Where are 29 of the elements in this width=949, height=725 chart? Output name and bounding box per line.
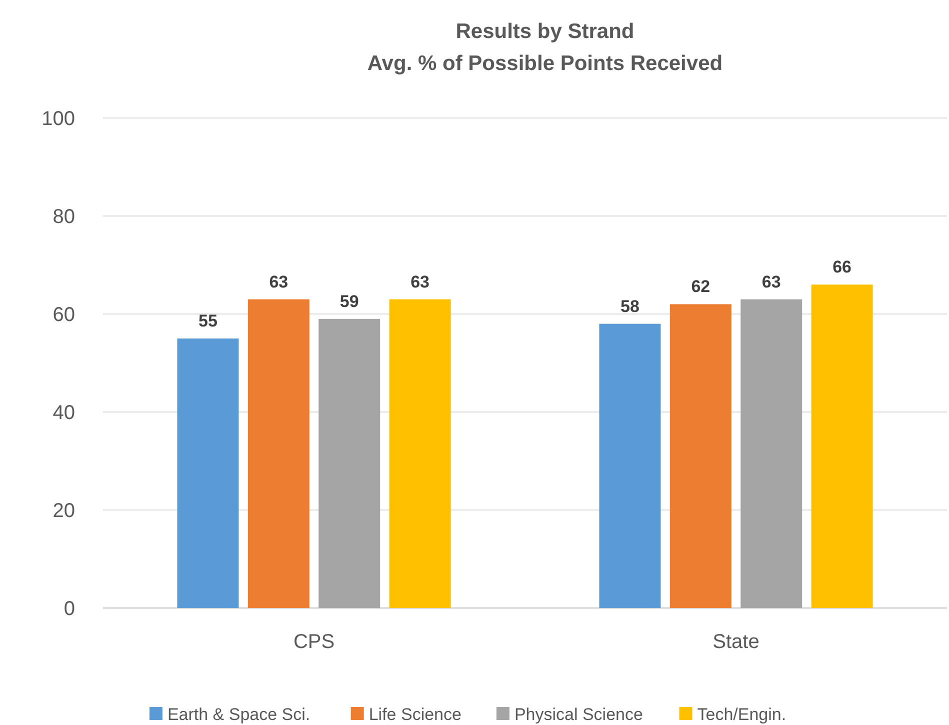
- bar: [599, 324, 661, 608]
- data-label: 66: [832, 258, 852, 277]
- y-tick-label: 100: [42, 108, 75, 130]
- bar: [248, 299, 310, 608]
- legend-label: Tech/Engin.: [697, 705, 786, 724]
- data-label: 59: [340, 292, 359, 311]
- data-label: 63: [762, 272, 781, 292]
- data-label: 63: [269, 272, 288, 292]
- bar: [318, 318, 380, 608]
- bar: [177, 338, 239, 608]
- data-label: 55: [198, 312, 218, 330]
- x-tick-label: CPS: [293, 631, 335, 653]
- y-tick-label: 0: [64, 598, 75, 620]
- y-tick-label: 80: [52, 206, 75, 228]
- bar: [811, 284, 873, 608]
- data-label: 58: [620, 296, 640, 316]
- data-label: 63: [410, 272, 430, 292]
- chart-title: Results by Strand Avg. % of Possible Points Received: [367, 20, 723, 75]
- y-tick-label: 40: [52, 402, 75, 424]
- legend-label: Earth & Space Sci.: [167, 705, 310, 724]
- legend-label: Physical Science: [514, 705, 643, 724]
- data-label: 62: [691, 277, 710, 296]
- y-tick-label: 60: [52, 304, 75, 326]
- bar: [389, 299, 451, 608]
- bar: [670, 304, 732, 608]
- x-tick-label: State: [712, 631, 760, 653]
- y-tick-label: 20: [52, 500, 75, 522]
- bar: [740, 299, 802, 608]
- legend-label: Life Science: [368, 705, 462, 724]
